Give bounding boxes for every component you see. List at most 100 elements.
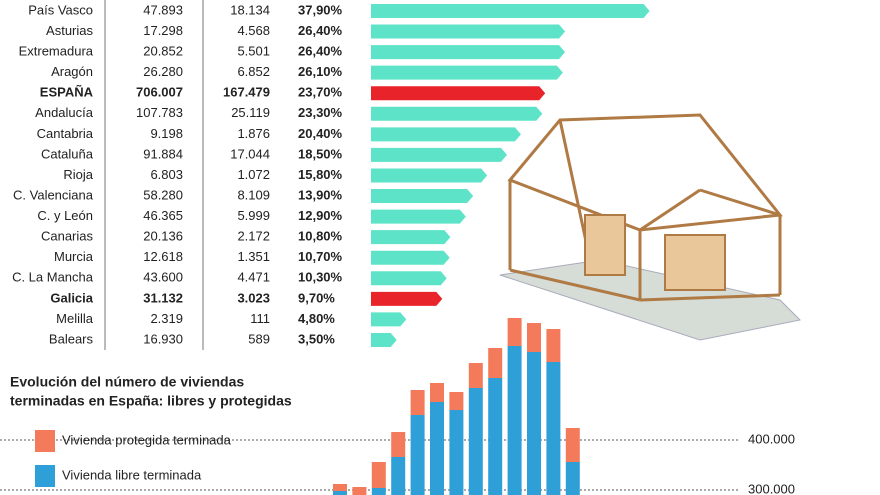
cell: 20.852 [143, 44, 183, 59]
legend-swatch [35, 430, 55, 452]
region-label: Balears [49, 331, 94, 346]
value-label: 4,80% [298, 311, 335, 326]
cell: 8.109 [237, 187, 270, 202]
cell: 26.280 [143, 64, 183, 79]
region-label: Extremadura [19, 44, 94, 59]
bar [371, 312, 407, 327]
value-label: 13,90% [298, 187, 343, 202]
cell: 31.132 [143, 290, 183, 305]
bar [371, 106, 543, 121]
cell: 5.999 [237, 208, 270, 223]
bar-segment [449, 392, 464, 410]
bar-segment [565, 428, 580, 462]
bar-segment [565, 462, 580, 495]
bar [371, 291, 443, 306]
bar [371, 271, 447, 286]
value-label: 26,40% [298, 44, 343, 59]
cell: 9.198 [150, 126, 183, 141]
bar [371, 127, 521, 142]
cell: 3.023 [237, 290, 270, 305]
value-label: 23,30% [298, 105, 343, 120]
cell: 6.852 [237, 64, 270, 79]
cell: 58.280 [143, 187, 183, 202]
bar [371, 147, 507, 162]
region-label: Cantabria [37, 126, 94, 141]
bar-segment [468, 388, 483, 495]
bar-segment [333, 484, 347, 491]
cell: 4.471 [237, 270, 270, 285]
value-label: 26,40% [298, 23, 343, 38]
bar [371, 86, 546, 101]
value-label: 12,90% [298, 208, 343, 223]
region-label: Rioja [63, 167, 93, 182]
value-label: 37,90% [298, 2, 343, 17]
bar [371, 65, 563, 80]
bar-segment [333, 491, 347, 495]
cell: 18.134 [230, 2, 270, 17]
bar-segment [527, 352, 541, 495]
cell: 25.119 [231, 105, 270, 120]
cell: 5.501 [237, 44, 270, 59]
cell: 20.136 [143, 229, 183, 244]
value-label: 10,80% [298, 229, 343, 244]
bar-segment [468, 363, 483, 388]
legend-swatch [35, 465, 55, 487]
bar-segment [352, 487, 367, 495]
bar-segment [546, 329, 561, 362]
bar-segment [391, 457, 406, 495]
cell: 1.351 [237, 249, 270, 264]
cell: 12.618 [143, 249, 183, 264]
region-label: C. La Mancha [12, 270, 94, 285]
chart-title: terminadas en España: libres y protegida… [10, 393, 292, 409]
region-label: Asturias [46, 23, 93, 38]
bar-segment [371, 462, 386, 488]
bar-segment [507, 346, 522, 495]
bar-segment [507, 318, 522, 346]
cell: 91.884 [143, 146, 183, 161]
bar [371, 250, 450, 265]
region-label: Cataluña [41, 146, 94, 161]
bar-segment [546, 362, 561, 495]
bar [371, 168, 488, 183]
bar [371, 189, 474, 204]
legend-label: Vivienda protegida terminada [62, 432, 232, 447]
bar-segment [371, 488, 386, 495]
bar-segment [488, 378, 503, 495]
bar-segment [488, 348, 503, 378]
cell: 47.893 [143, 2, 183, 17]
bar [371, 4, 650, 18]
bar [371, 332, 397, 347]
value-label: 26,10% [298, 64, 343, 79]
bar-segment [410, 390, 425, 415]
cell: 16.930 [143, 331, 183, 346]
bar [371, 209, 466, 224]
y-tick-label: 400.000 [748, 431, 795, 446]
bar [371, 45, 566, 60]
value-label: 15,80% [298, 167, 343, 182]
bar-segment [391, 432, 406, 457]
value-label: 20,40% [298, 126, 343, 141]
region-label: Andalucía [35, 105, 94, 120]
region-label: Galicia [50, 290, 93, 305]
bar-segment [410, 415, 425, 495]
chart-title: Evolución del número de viviendas [10, 374, 244, 390]
cell: 589 [248, 331, 270, 346]
cell: 1.876 [237, 126, 270, 141]
value-label: 23,70% [298, 85, 343, 100]
bar [371, 24, 566, 39]
cell: 4.568 [237, 23, 270, 38]
region-label: ESPAÑA [40, 85, 94, 100]
cell: 706.007 [136, 85, 183, 100]
region-label: Melilla [56, 311, 94, 326]
value-label: 3,50% [298, 331, 335, 346]
cell: 6.803 [150, 167, 183, 182]
region-label: País Vasco [28, 2, 93, 17]
bar-segment [527, 323, 541, 352]
region-label: C. Valenciana [13, 187, 94, 202]
bar-segment [449, 410, 464, 495]
cell: 17.044 [230, 146, 270, 161]
legend-label: Vivienda libre terminada [62, 467, 202, 482]
cell: 2.319 [150, 311, 183, 326]
cell: 107.783 [136, 105, 183, 120]
